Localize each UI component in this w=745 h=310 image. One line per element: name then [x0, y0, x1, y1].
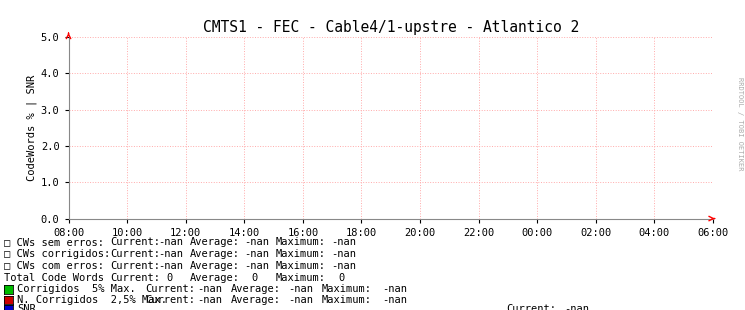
Text: 0: 0: [252, 272, 258, 282]
Text: -nan: -nan: [244, 249, 270, 259]
Text: Current:: Current:: [110, 249, 160, 259]
Text: Maximum:: Maximum:: [322, 284, 372, 294]
Text: N. Corrigidos  2,5% Max.: N. Corrigidos 2,5% Max.: [17, 295, 167, 305]
Text: 0: 0: [338, 272, 344, 282]
Text: Maximum:: Maximum:: [276, 261, 326, 271]
Text: 0: 0: [166, 272, 172, 282]
Text: Current:: Current:: [145, 295, 195, 305]
Text: □ CWs corrigidos:: □ CWs corrigidos:: [4, 249, 110, 259]
Text: Maximum:: Maximum:: [276, 237, 326, 247]
Text: Total Code Words: Total Code Words: [4, 272, 104, 282]
Text: Average:: Average:: [190, 237, 240, 247]
Text: Current:: Current:: [145, 284, 195, 294]
Y-axis label: CodeWords % | SNR: CodeWords % | SNR: [26, 75, 37, 181]
Text: -nan: -nan: [382, 295, 408, 305]
Text: Average:: Average:: [190, 249, 240, 259]
Text: -nan: -nan: [244, 261, 270, 271]
Text: -nan: -nan: [197, 295, 223, 305]
Title: CMTS1 - FEC - Cable4/1-upstre - Atlantico 2: CMTS1 - FEC - Cable4/1-upstre - Atlantic…: [203, 20, 579, 35]
Text: -nan: -nan: [564, 304, 589, 310]
Text: -nan: -nan: [159, 249, 184, 259]
Text: Corrigidos  5% Max.: Corrigidos 5% Max.: [17, 284, 136, 294]
Text: Average:: Average:: [190, 272, 240, 282]
Text: -nan: -nan: [331, 237, 356, 247]
Text: RRDTOOL / TOBI OETIKER: RRDTOOL / TOBI OETIKER: [737, 77, 743, 171]
Text: Current:: Current:: [110, 261, 160, 271]
Text: Average:: Average:: [190, 261, 240, 271]
Text: □ CWs sem erros:: □ CWs sem erros:: [4, 237, 104, 247]
Text: -nan: -nan: [288, 284, 314, 294]
Text: -nan: -nan: [382, 284, 408, 294]
Text: Average:: Average:: [231, 284, 281, 294]
Text: Current:: Current:: [507, 304, 557, 310]
Text: □ CWs com erros:: □ CWs com erros:: [4, 261, 104, 271]
Text: -nan: -nan: [244, 237, 270, 247]
Text: -nan: -nan: [159, 237, 184, 247]
Text: Current:: Current:: [110, 272, 160, 282]
Text: Current:: Current:: [110, 237, 160, 247]
Text: Average:: Average:: [231, 295, 281, 305]
Text: -nan: -nan: [331, 261, 356, 271]
Text: -nan: -nan: [159, 261, 184, 271]
Text: Maximum:: Maximum:: [276, 272, 326, 282]
Text: Maximum:: Maximum:: [322, 295, 372, 305]
Text: SNR: SNR: [17, 304, 36, 310]
Text: -nan: -nan: [197, 284, 223, 294]
Text: Maximum:: Maximum:: [276, 249, 326, 259]
Text: -nan: -nan: [331, 249, 356, 259]
Text: -nan: -nan: [288, 295, 314, 305]
